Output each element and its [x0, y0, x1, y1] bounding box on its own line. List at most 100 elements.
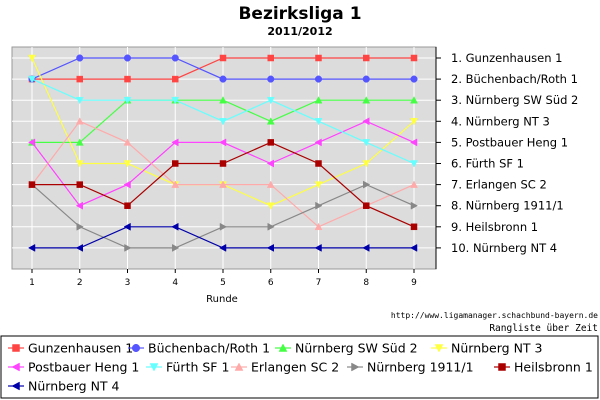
data-point — [171, 222, 179, 231]
data-point — [172, 160, 179, 167]
legend-swatch-marker — [131, 343, 141, 353]
data-point — [314, 243, 322, 252]
data-point — [172, 75, 179, 83]
data-point — [314, 75, 323, 83]
data-point — [172, 243, 180, 252]
data-point — [267, 139, 274, 146]
legend-swatch-marker — [234, 362, 244, 371]
data-point — [315, 54, 322, 62]
series-5 — [28, 75, 418, 168]
data-point — [266, 96, 275, 105]
legend-swatch-marker — [12, 344, 20, 352]
data-point — [219, 180, 227, 188]
data-point — [123, 138, 132, 146]
data-point — [266, 180, 275, 188]
data-point — [362, 96, 371, 104]
data-point — [123, 180, 131, 189]
x-axis-ticks: 1 2 3 4 5 6 7 8 9 — [29, 269, 417, 288]
series-8 — [28, 139, 418, 231]
data-point — [409, 138, 418, 147]
legend-swatch-marker — [11, 362, 20, 372]
data-point — [27, 138, 36, 147]
rank-label: 9. Heilsbronn 1 — [451, 220, 538, 234]
data-point — [75, 201, 83, 210]
data-point — [410, 160, 418, 168]
data-point — [76, 222, 84, 231]
data-point — [124, 243, 132, 252]
data-point — [410, 75, 418, 83]
data-point — [266, 243, 274, 252]
legend-label: Gunzenhausen 1 — [28, 341, 133, 356]
x-tick-label: 3 — [125, 278, 131, 288]
data-point — [27, 243, 36, 252]
data-point — [123, 96, 132, 105]
rank-label: 5. Postbauer Heng 1 — [451, 135, 568, 149]
data-point — [75, 117, 84, 125]
legend-item: Gunzenhausen 1 — [8, 341, 133, 356]
data-point — [315, 160, 322, 167]
x-tick-label: 1 — [29, 278, 35, 288]
data-point — [267, 54, 274, 62]
legend-swatch-marker — [11, 381, 20, 391]
legend-swatch-marker — [434, 344, 444, 353]
data-point — [76, 181, 83, 188]
rank-label: 2. Büchenbach/Roth 1 — [451, 72, 578, 86]
legend-label: Nürnberg SW Süd 2 — [295, 341, 418, 356]
legend-label: Fürth SF 1 — [166, 360, 229, 375]
footer-note: Rangliste über Zeit — [489, 323, 598, 334]
legend-label: Nürnberg NT 3 — [451, 341, 542, 356]
x-tick-label: 4 — [172, 278, 178, 288]
data-point — [410, 118, 418, 126]
data-point — [314, 181, 323, 189]
data-point — [314, 96, 323, 104]
legend-label: Nürnberg 1911/1 — [367, 360, 474, 375]
rank-label: 8. Nürnberg 1911/1 — [451, 199, 564, 213]
data-point — [124, 75, 131, 83]
legend-item: Büchenbach/Roth 1 — [128, 341, 270, 356]
rank-label: 3. Nürnberg SW Süd 2 — [451, 93, 578, 107]
legend-label: Heilsbronn 1 — [514, 360, 593, 375]
data-point — [410, 223, 418, 231]
data-point — [123, 160, 132, 168]
data-point — [410, 96, 418, 104]
data-point — [266, 159, 274, 168]
data-point — [124, 202, 131, 209]
data-point — [218, 138, 227, 147]
data-point — [219, 118, 227, 126]
data-point — [171, 96, 180, 105]
data-point — [76, 54, 84, 62]
legend-item: Nürnberg NT 4 — [8, 379, 120, 394]
data-point — [28, 75, 36, 84]
legend-swatch-marker — [278, 343, 288, 352]
legend-item: Postbauer Heng 1 — [8, 360, 139, 375]
data-point — [219, 54, 227, 62]
legend-item: Heilsbronn 1 — [494, 360, 593, 375]
data-point — [75, 138, 84, 146]
x-tick-label: 8 — [363, 278, 369, 288]
data-point — [123, 222, 131, 231]
series-9 — [27, 222, 418, 252]
rank-label: 4. Nürnberg NT 3 — [451, 114, 550, 128]
legend-item: Nürnberg 1911/1 — [347, 360, 474, 375]
legend-label: Büchenbach/Roth 1 — [148, 341, 270, 356]
plot-area — [11, 46, 437, 270]
data-point — [171, 180, 180, 188]
data-point — [75, 243, 83, 252]
legend-swatch-marker — [498, 363, 506, 371]
data-point — [219, 75, 227, 83]
rank-label: 1. Gunzenhausen 1 — [451, 51, 562, 65]
data-point — [267, 75, 275, 83]
data-point — [219, 96, 227, 104]
x-axis-label: Runde — [206, 294, 238, 305]
data-point — [362, 139, 371, 147]
data-point — [314, 138, 322, 147]
data-point — [362, 160, 371, 168]
data-point — [75, 160, 84, 168]
legend-item: Fürth SF 1 — [146, 360, 229, 375]
data-point — [218, 243, 227, 252]
legend-item: Nürnberg SW Süd 2 — [275, 341, 418, 356]
data-point — [362, 75, 370, 83]
data-point — [219, 160, 227, 167]
data-point — [28, 54, 36, 63]
data-point — [267, 222, 275, 231]
